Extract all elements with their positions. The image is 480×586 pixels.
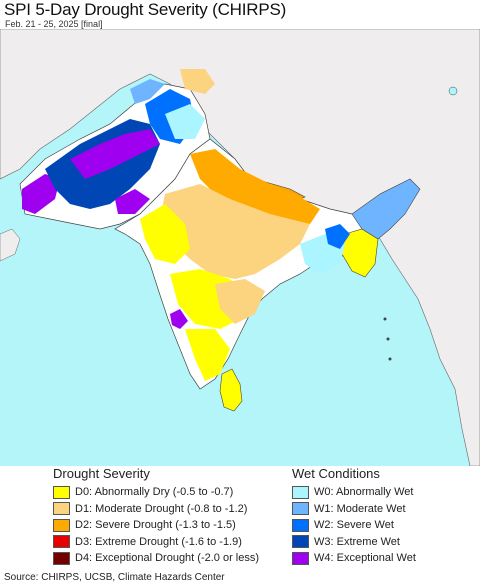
legend-swatch <box>53 535 70 549</box>
legend-label: W2: Severe Wet <box>314 519 394 532</box>
legend-swatch <box>292 502 309 516</box>
legend-swatch <box>292 551 309 565</box>
legend-label: D4: Exceptional Drought (-2.0 or less) <box>75 552 260 565</box>
legend-label: D3: Extreme Drought (-1.6 to -1.9) <box>75 535 242 548</box>
legend-item-d3: D3: Extreme Drought (-1.6 to -1.9) <box>53 534 259 551</box>
legend-swatch <box>292 518 309 532</box>
legend-swatch <box>292 535 309 549</box>
legend-swatch <box>53 518 70 532</box>
legend-item-w4: W4: Exceptional Wet <box>292 550 416 567</box>
wet-w1-north <box>130 79 165 104</box>
legend-label: D1: Moderate Drought (-0.8 to -1.2) <box>75 502 248 515</box>
legend-item-d1: D1: Moderate Drought (-0.8 to -1.2) <box>53 501 259 518</box>
drought-map <box>0 29 480 466</box>
legend-wet: Wet Conditions W0: Abnormally Wet W1: Mo… <box>292 466 416 567</box>
island-dot <box>386 337 390 341</box>
wet-w4-coast <box>170 309 188 329</box>
legend-label: D2: Severe Drought (-1.3 to -1.5) <box>75 519 236 532</box>
drought-d0-south <box>185 329 230 381</box>
wet-w1-kashmir <box>165 104 205 139</box>
legend-swatch <box>53 551 70 565</box>
oman-land <box>0 228 21 262</box>
sri-lanka <box>219 368 243 412</box>
drought-d1-central <box>160 184 310 279</box>
legend-item-w3: W3: Extreme Wet <box>292 534 416 551</box>
drought-d0-rajasthan <box>140 204 190 264</box>
drought-d1-deccan <box>215 279 265 324</box>
legend-swatch <box>292 485 309 499</box>
drought-d1-ladakh <box>180 69 215 94</box>
legend-item-d0: D0: Abnormally Dry (-0.5 to -0.7) <box>53 484 259 501</box>
legend-drought: Drought Severity D0: Abnormally Dry (-0.… <box>53 466 259 567</box>
legend-panel: Drought Severity D0: Abnormally Dry (-0.… <box>0 466 480 572</box>
legend-label: W4: Exceptional Wet <box>314 552 416 565</box>
legend-label: W1: Moderate Wet <box>314 502 406 515</box>
map-title: SPI 5-Day Drought Severity (CHIRPS) <box>4 0 287 19</box>
legend-wet-heading: Wet Conditions <box>292 466 380 481</box>
island-dot <box>383 317 387 321</box>
island-dot <box>448 86 458 96</box>
legend-label: W3: Extreme Wet <box>314 535 400 548</box>
wet-w4-central <box>70 129 160 179</box>
legend-label: W0: Abnormally Wet <box>314 486 414 499</box>
drought-d2-north <box>190 149 320 224</box>
wet-w4-south <box>115 189 150 214</box>
source-credit: Source: CHIRPS, UCSB, Climate Hazards Ce… <box>4 572 225 583</box>
legend-drought-heading: Drought Severity <box>53 466 150 481</box>
legend-item-w0: W0: Abnormally Wet <box>292 484 416 501</box>
map-subtitle: Feb. 21 - 25, 2025 [final] <box>5 19 103 29</box>
legend-swatch <box>53 485 70 499</box>
legend-item-d4: D4: Exceptional Drought (-2.0 or less) <box>53 550 259 567</box>
legend-swatch <box>53 502 70 516</box>
legend-item-d2: D2: Severe Drought (-1.3 to -1.5) <box>53 517 259 534</box>
legend-label: D0: Abnormally Dry (-0.5 to -0.7) <box>75 486 234 499</box>
legend-item-w2: W2: Severe Wet <box>292 517 416 534</box>
northeast-india <box>351 178 421 240</box>
wet-w4-west <box>22 174 60 214</box>
legend-item-w1: W1: Moderate Wet <box>292 501 416 518</box>
wet-w2-east <box>325 224 350 249</box>
island-dot <box>388 357 392 361</box>
